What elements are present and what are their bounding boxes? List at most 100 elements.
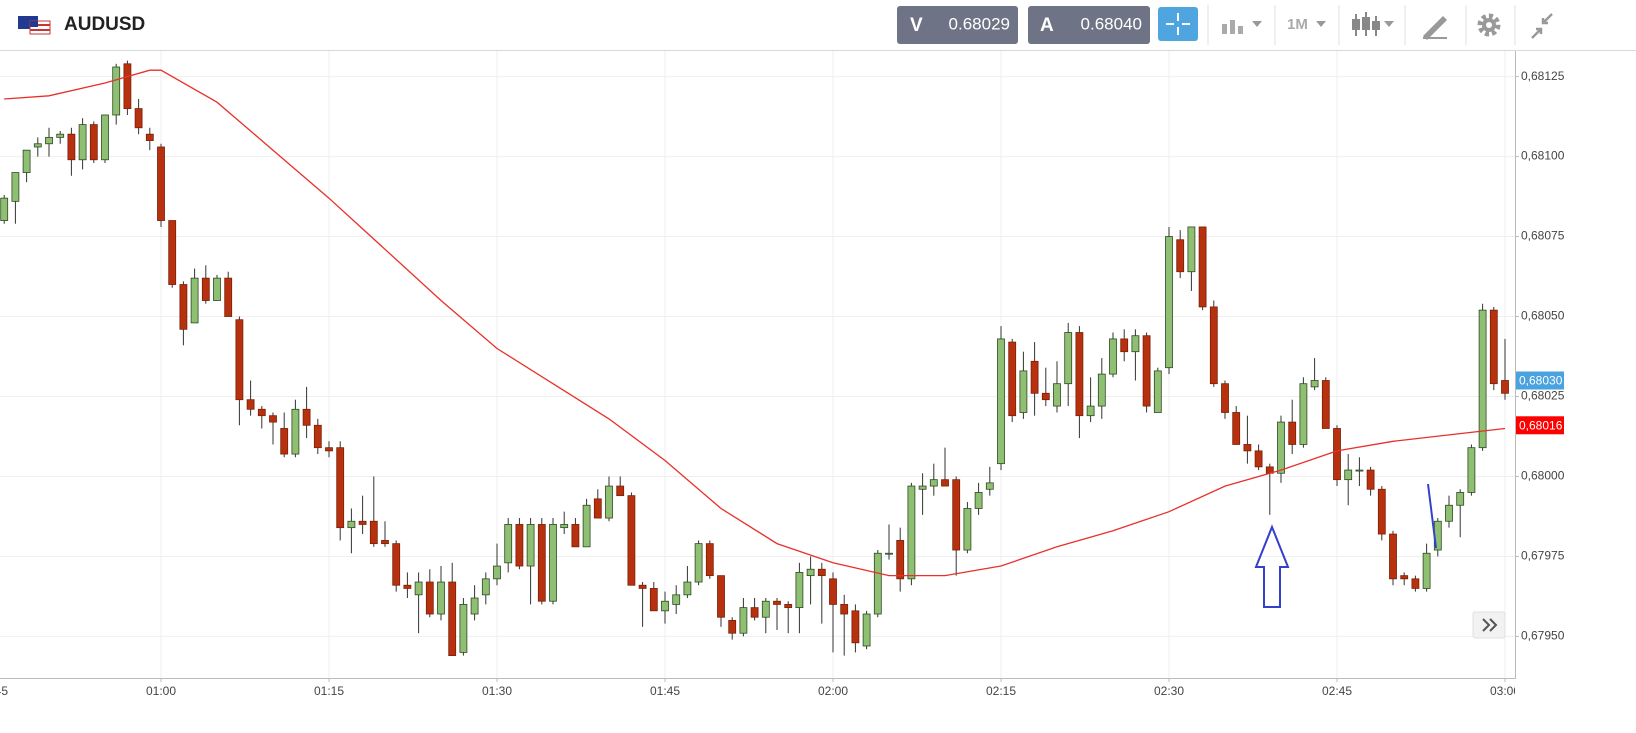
candle-body	[336, 447, 345, 529]
x-tick-label: 03:00	[1490, 684, 1520, 698]
timeframe-button[interactable]: 1M	[1287, 16, 1326, 33]
candle-body	[1299, 383, 1308, 445]
candle-body	[190, 277, 199, 324]
candle-body	[638, 584, 647, 589]
candle-body	[291, 408, 300, 455]
candle-body	[941, 479, 949, 487]
candle-body	[1086, 405, 1095, 417]
candle-body	[101, 114, 109, 161]
candle-body	[1064, 332, 1073, 385]
candle-body	[627, 495, 636, 586]
bid-button[interactable]: V 0.68029	[897, 6, 1018, 44]
candle-body	[705, 543, 714, 577]
candle-body	[694, 543, 703, 583]
collapse-button[interactable]	[1531, 13, 1553, 39]
x-tick-label: 00:45	[0, 684, 8, 698]
candle-body	[985, 482, 994, 490]
candle-body	[784, 604, 793, 609]
candle-body	[235, 319, 244, 401]
candle-body	[1008, 341, 1017, 417]
candle-body	[504, 524, 513, 564]
drawing-tools-button[interactable]	[1423, 16, 1447, 40]
candle-body	[997, 338, 1005, 465]
timeframe: 1M	[1287, 16, 1308, 33]
candle-body	[1445, 504, 1453, 522]
candle-body	[806, 568, 815, 577]
candle-body	[1153, 370, 1162, 413]
y-tick-label: 0,68000	[1521, 469, 1565, 483]
candle-body	[739, 607, 748, 634]
candle-body	[89, 124, 98, 161]
candle-body	[11, 172, 20, 202]
candle-body	[952, 479, 961, 551]
candle-body	[918, 485, 927, 490]
candle-body	[145, 133, 154, 141]
y-tick-label: 0,68100	[1521, 149, 1565, 163]
candle-body	[929, 479, 938, 487]
candle-body	[358, 520, 367, 525]
candle-body	[1321, 380, 1330, 429]
candle-body	[493, 565, 501, 580]
candle-body	[515, 524, 524, 567]
candle-body	[269, 415, 277, 423]
crosshair-button[interactable]	[1158, 7, 1198, 41]
candle-body	[661, 600, 669, 612]
candle-body	[1198, 226, 1207, 308]
candle-body	[246, 399, 255, 410]
ask-price: 0.68040	[1081, 14, 1142, 33]
y-tick-label: 0,67950	[1521, 629, 1565, 643]
candle-body	[1053, 383, 1061, 407]
annotation-line	[1427, 483, 1437, 549]
candle-body	[1456, 492, 1465, 506]
x-tick-label: 01:00	[146, 684, 176, 698]
candle-body	[0, 197, 9, 221]
candle-body	[1411, 578, 1420, 589]
plot-area	[0, 60, 1509, 657]
settings-button[interactable]	[1477, 13, 1501, 37]
candle-body	[1187, 226, 1196, 273]
candle-body	[347, 520, 356, 529]
x-tick-label: 02:00	[818, 684, 848, 698]
candle-body	[1366, 469, 1375, 490]
candle-body	[1389, 533, 1397, 580]
candle-body	[201, 277, 210, 301]
candle-body	[1277, 421, 1285, 474]
candle-body	[672, 594, 681, 605]
candle-body	[470, 597, 479, 615]
x-tick-label: 01:30	[482, 684, 512, 698]
candle-body	[873, 552, 882, 615]
candle-body	[1501, 380, 1509, 394]
candle-body	[213, 277, 221, 301]
candle-body	[1288, 421, 1297, 445]
y-tick-label: 0,68025	[1521, 389, 1565, 403]
ask-label: A	[1040, 15, 1054, 36]
candle-body	[829, 578, 837, 605]
candle-body	[840, 604, 849, 615]
y-tick-label: 0,68125	[1521, 69, 1565, 83]
candle-body	[56, 133, 65, 138]
candle-body	[414, 581, 423, 596]
candle-body	[1209, 306, 1218, 385]
candle-body	[425, 581, 434, 615]
candle-body	[1131, 335, 1140, 353]
candle-body	[1109, 338, 1117, 375]
candle-body	[33, 143, 42, 148]
ask-button[interactable]: A 0.68040	[1028, 6, 1150, 44]
x-tick-label: 02:30	[1154, 684, 1184, 698]
candle-body	[1097, 373, 1106, 407]
candle-body	[1019, 370, 1028, 413]
candle-body	[717, 575, 725, 618]
grid	[0, 51, 1515, 678]
candle-style-button[interactable]	[1352, 12, 1394, 36]
candle-body	[1221, 383, 1229, 413]
candle-body	[593, 498, 602, 519]
chart-type-button[interactable]	[1222, 20, 1262, 34]
candle-body	[1243, 444, 1252, 452]
candle-body	[616, 485, 625, 497]
candle-body	[1467, 447, 1476, 493]
x-tick-label: 02:15	[986, 684, 1016, 698]
candle-body	[481, 578, 490, 596]
scroll-right-button[interactable]	[1472, 611, 1506, 639]
price-tag	[1516, 371, 1564, 390]
